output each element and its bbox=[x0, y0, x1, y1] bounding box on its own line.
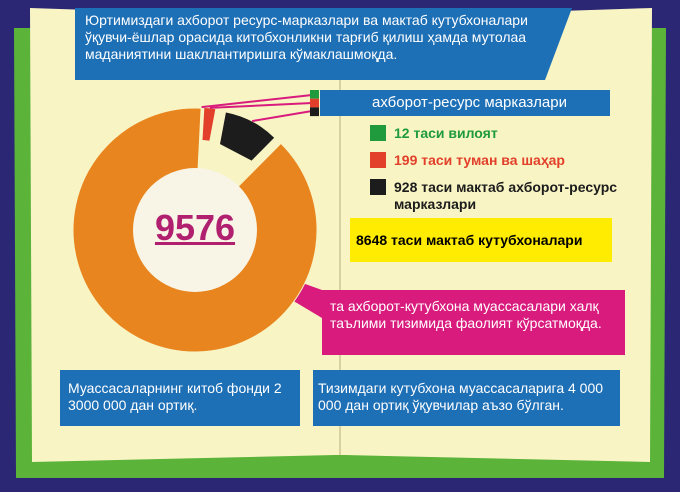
legend-label: 928 таси мактаб ахборот-ресурс марказлар… bbox=[394, 179, 618, 212]
title-box bbox=[75, 8, 572, 80]
connector bbox=[251, 110, 313, 123]
annotation: та ахборот-кутубхона муассасалари халқ т… bbox=[330, 298, 602, 331]
legend-title: ахборот-ресурс марказлари bbox=[372, 94, 567, 111]
legend-title-box bbox=[320, 90, 610, 116]
connector bbox=[201, 94, 313, 109]
connector-swatch bbox=[310, 98, 319, 108]
info-box bbox=[313, 370, 620, 426]
connector bbox=[209, 102, 313, 109]
connector-swatch bbox=[310, 107, 319, 117]
legend-label: 12 таси вилоят bbox=[394, 125, 498, 141]
legend-label: 199 таси туман ва шаҳар bbox=[394, 152, 565, 168]
callout-box bbox=[205, 248, 625, 355]
total: 9576 bbox=[154, 207, 236, 248]
donut-hole bbox=[133, 168, 257, 292]
legend-swatch bbox=[370, 152, 386, 168]
pie-slice bbox=[218, 111, 276, 162]
legend-swatch bbox=[370, 125, 386, 141]
annotation: Муассасаларнинг китоб фонди 2 3000 000 д… bbox=[68, 380, 282, 413]
title: Юртимиздаги ахборот ресурс-марказлари ва… bbox=[85, 12, 528, 62]
connector-swatch bbox=[310, 90, 319, 99]
legend-swatch bbox=[370, 179, 386, 195]
value-label: 8648 таси мактаб кутубхоналари bbox=[356, 232, 583, 248]
highlight-box bbox=[350, 218, 612, 262]
annotation: Тизимдаги кутубхона муассасаларига 4 000… bbox=[318, 380, 604, 413]
info-box bbox=[60, 370, 300, 426]
